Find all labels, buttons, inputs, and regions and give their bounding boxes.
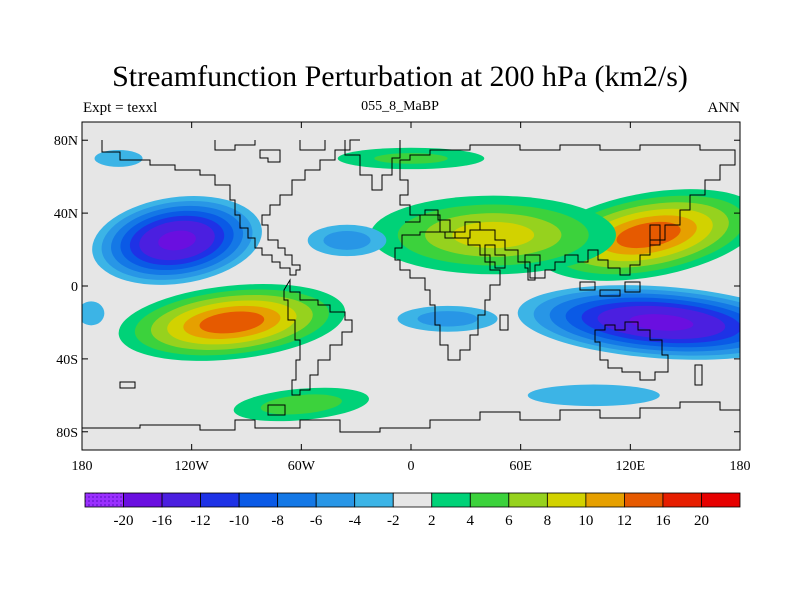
colorbar-swatch: [508, 492, 548, 508]
coast-mediterranean: [405, 214, 480, 239]
contour-level-pos12: [199, 311, 265, 334]
streamfunction-field: [82, 147, 740, 422]
x-tick-label: 180: [730, 459, 751, 474]
y-tick-label: 40S: [56, 353, 78, 368]
colorbar-label: 6: [505, 513, 513, 529]
colorbar-label: -4: [348, 513, 361, 529]
colorbar-label: -2: [387, 513, 400, 529]
x-tick-label: 120E: [616, 459, 646, 474]
coast-antarctica: [82, 401, 740, 433]
x-tick-label: 0: [408, 459, 415, 474]
experiment-label: Expt = texxl: [83, 100, 158, 116]
colorbar-label: 20: [694, 513, 709, 529]
coastlines: [82, 139, 740, 433]
colorbar-swatch: [585, 492, 625, 508]
y-tick-label: 80N: [54, 134, 78, 149]
contour-level-neg2: [82, 301, 105, 326]
colorbar-swatch: [392, 492, 433, 508]
coast-madagascar: [499, 314, 509, 331]
x-tick-label: 60E: [509, 459, 532, 474]
x-tick-label: 120W: [175, 459, 210, 474]
contour-level-neg4: [323, 231, 371, 250]
colorbar-swatch: [546, 492, 587, 508]
colorbar-swatch: [431, 492, 471, 508]
colorbar-label: -20: [114, 513, 134, 529]
season-label: ANN: [707, 100, 741, 116]
coast-india: [524, 254, 541, 281]
colorbar-label: 8: [544, 513, 552, 529]
colorbar-label: 2: [428, 513, 436, 529]
colorbar: -20 -16 -12 -10 -8 -6 -4 -2 2 4 6 8 10 12 16 20: [84, 492, 741, 529]
contour-level-neg2: [527, 384, 660, 407]
coast-arabia: [484, 244, 506, 269]
colorbar-label: -16: [152, 513, 172, 529]
colorbar-swatch: [123, 492, 163, 508]
x-tick-label: 180: [72, 459, 93, 474]
colorbar-swatch: [624, 492, 664, 508]
colorbar-swatch: [315, 492, 356, 508]
coast-africa: [394, 231, 501, 361]
contour-level-pos4: [374, 153, 448, 164]
coast-south-georgia: [267, 404, 286, 416]
y-tick-label: 80S: [56, 426, 78, 441]
colorbar-swatch: [701, 492, 741, 508]
colorbar-swatch: [161, 492, 201, 508]
contour-level-neg2: [94, 150, 143, 167]
contour-level-neg16: [158, 230, 196, 251]
plot-area: [81, 121, 741, 451]
y-tick-label: 40N: [54, 207, 78, 222]
case-label: 055_8_MaBP: [361, 99, 439, 114]
colorbar-label: 16: [655, 513, 671, 529]
coast-north-america: [101, 139, 360, 276]
contour-level-neg4: [417, 311, 478, 327]
colorbar-label: 4: [467, 513, 475, 529]
colorbar-label: -6: [310, 513, 323, 529]
colorbar-swatch: [84, 492, 124, 508]
coast-canada-islands: [214, 140, 326, 163]
x-tick-label: 60W: [288, 459, 316, 474]
colorbar-swatch: [200, 492, 240, 508]
colorbar-swatch: [662, 492, 702, 508]
coast-australia: [594, 321, 669, 381]
colorbar-swatch: [238, 492, 279, 508]
colorbar-swatch: [469, 492, 510, 508]
contour-high-south-pacific: [118, 283, 346, 361]
colorbar-label: -8: [271, 513, 284, 529]
colorbar-label: -10: [229, 513, 249, 529]
contour-level-pos8: [452, 221, 535, 249]
contour-low-north-atlantic: [307, 224, 387, 257]
coast-new-zealand: [694, 364, 703, 386]
contour-low-north-pacific: [92, 196, 262, 285]
contour-low-south-indian-pacific: [517, 285, 740, 360]
y-axis: 80N 40N 0 40S 80S: [54, 134, 740, 441]
coast-indonesia: [579, 281, 641, 297]
contour-low-sh-west: [82, 301, 105, 326]
colorbar-swatch: [354, 492, 394, 508]
colorbar-label: 12: [617, 513, 632, 529]
colorbar-swatch: [277, 492, 317, 508]
contour-low-sh-east: [527, 384, 660, 407]
coast-eurasia: [399, 144, 736, 279]
contour-high-north-atlantic: [337, 147, 485, 170]
coast-south-america: [283, 278, 353, 396]
contour-level-pos4: [260, 394, 342, 415]
contour-low-indian: [397, 305, 498, 332]
colorbar-label: 10: [578, 513, 593, 529]
plot-title: Streamfunction Perturbation at 200 hPa (…: [112, 60, 688, 93]
y-tick-label: 0: [71, 280, 78, 295]
coast-hawaii: [119, 381, 136, 389]
contour-level-neg16: [629, 314, 694, 331]
coast-japan: [649, 224, 661, 246]
x-axis: 180 120W 60W 0 60E 120E 180: [72, 122, 751, 474]
coast-greenland: [344, 140, 401, 191]
contour-low-arctic-pacific: [94, 150, 143, 167]
colorbar-label: -12: [191, 513, 211, 529]
